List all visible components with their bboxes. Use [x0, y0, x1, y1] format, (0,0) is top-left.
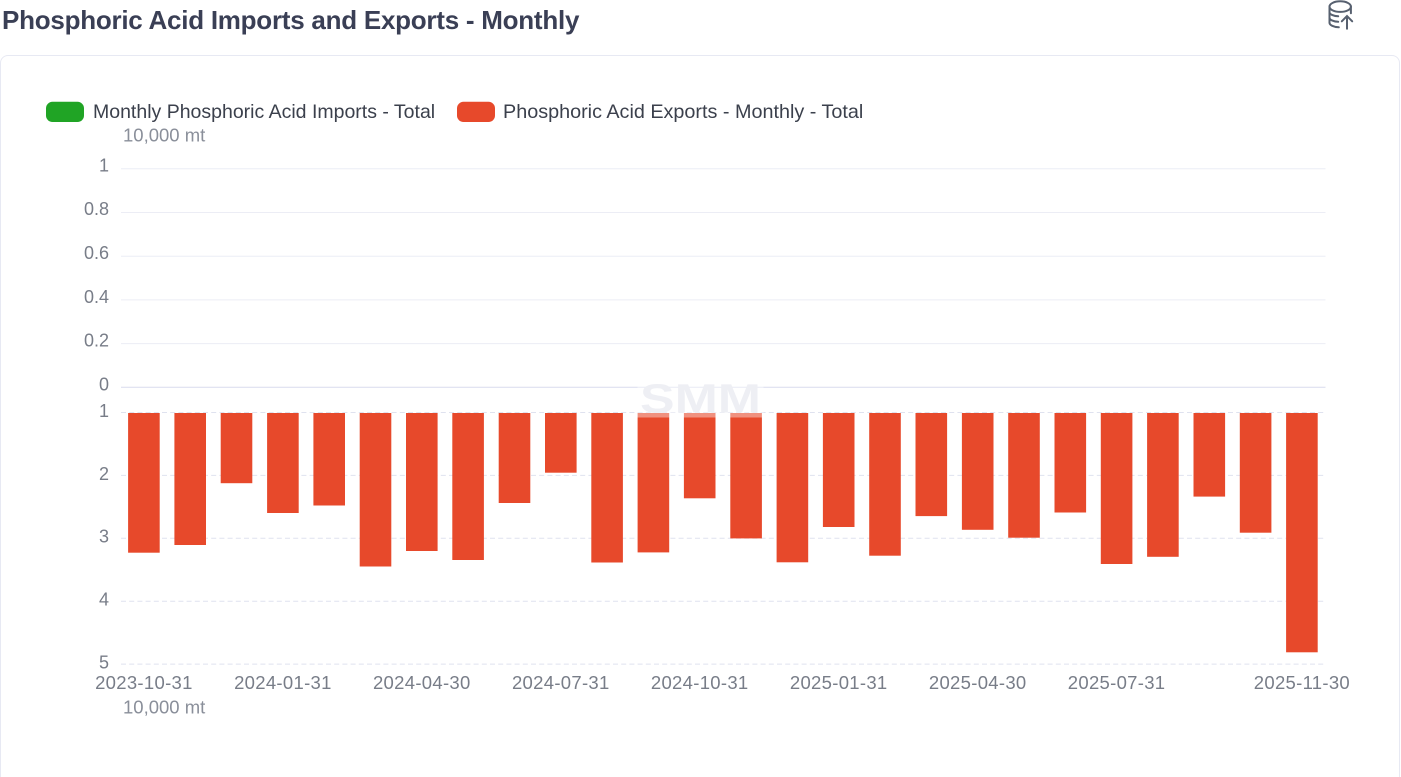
svg-text:2: 2	[99, 464, 109, 484]
svg-text:2025-11-30: 2025-11-30	[1254, 672, 1350, 693]
svg-text:2025-04-30: 2025-04-30	[929, 672, 1027, 693]
svg-text:0.6: 0.6	[84, 243, 109, 263]
svg-text:2024-07-31: 2024-07-31	[512, 672, 610, 693]
svg-text:0.4: 0.4	[84, 287, 109, 307]
svg-text:Monthly Phosphoric Acid Import: Monthly Phosphoric Acid Imports - Total	[93, 101, 435, 123]
svg-text:2023-10-31: 2023-10-31	[95, 672, 193, 693]
svg-text:0.2: 0.2	[84, 331, 109, 351]
svg-text:1: 1	[99, 155, 109, 175]
svg-text:3: 3	[99, 527, 109, 547]
svg-text:2024-04-30: 2024-04-30	[373, 672, 471, 693]
svg-text:0: 0	[99, 374, 109, 394]
svg-text:2025-07-31: 2025-07-31	[1068, 672, 1166, 693]
svg-text:4: 4	[99, 590, 109, 610]
svg-text:1: 1	[99, 401, 109, 421]
svg-text:2024-01-31: 2024-01-31	[234, 672, 332, 693]
svg-text:2024-10-31: 2024-10-31	[651, 672, 749, 693]
svg-text:Phosphoric Acid Exports - Mont: Phosphoric Acid Exports - Monthly - Tota…	[503, 101, 863, 123]
svg-text:2025-01-31: 2025-01-31	[790, 672, 888, 693]
svg-text:5: 5	[99, 653, 109, 673]
svg-text:10,000 mt: 10,000 mt	[123, 697, 205, 718]
svg-text:SMM: SMM	[640, 376, 761, 422]
svg-text:0.8: 0.8	[84, 199, 109, 219]
svg-text:10,000 mt: 10,000 mt	[123, 125, 205, 146]
